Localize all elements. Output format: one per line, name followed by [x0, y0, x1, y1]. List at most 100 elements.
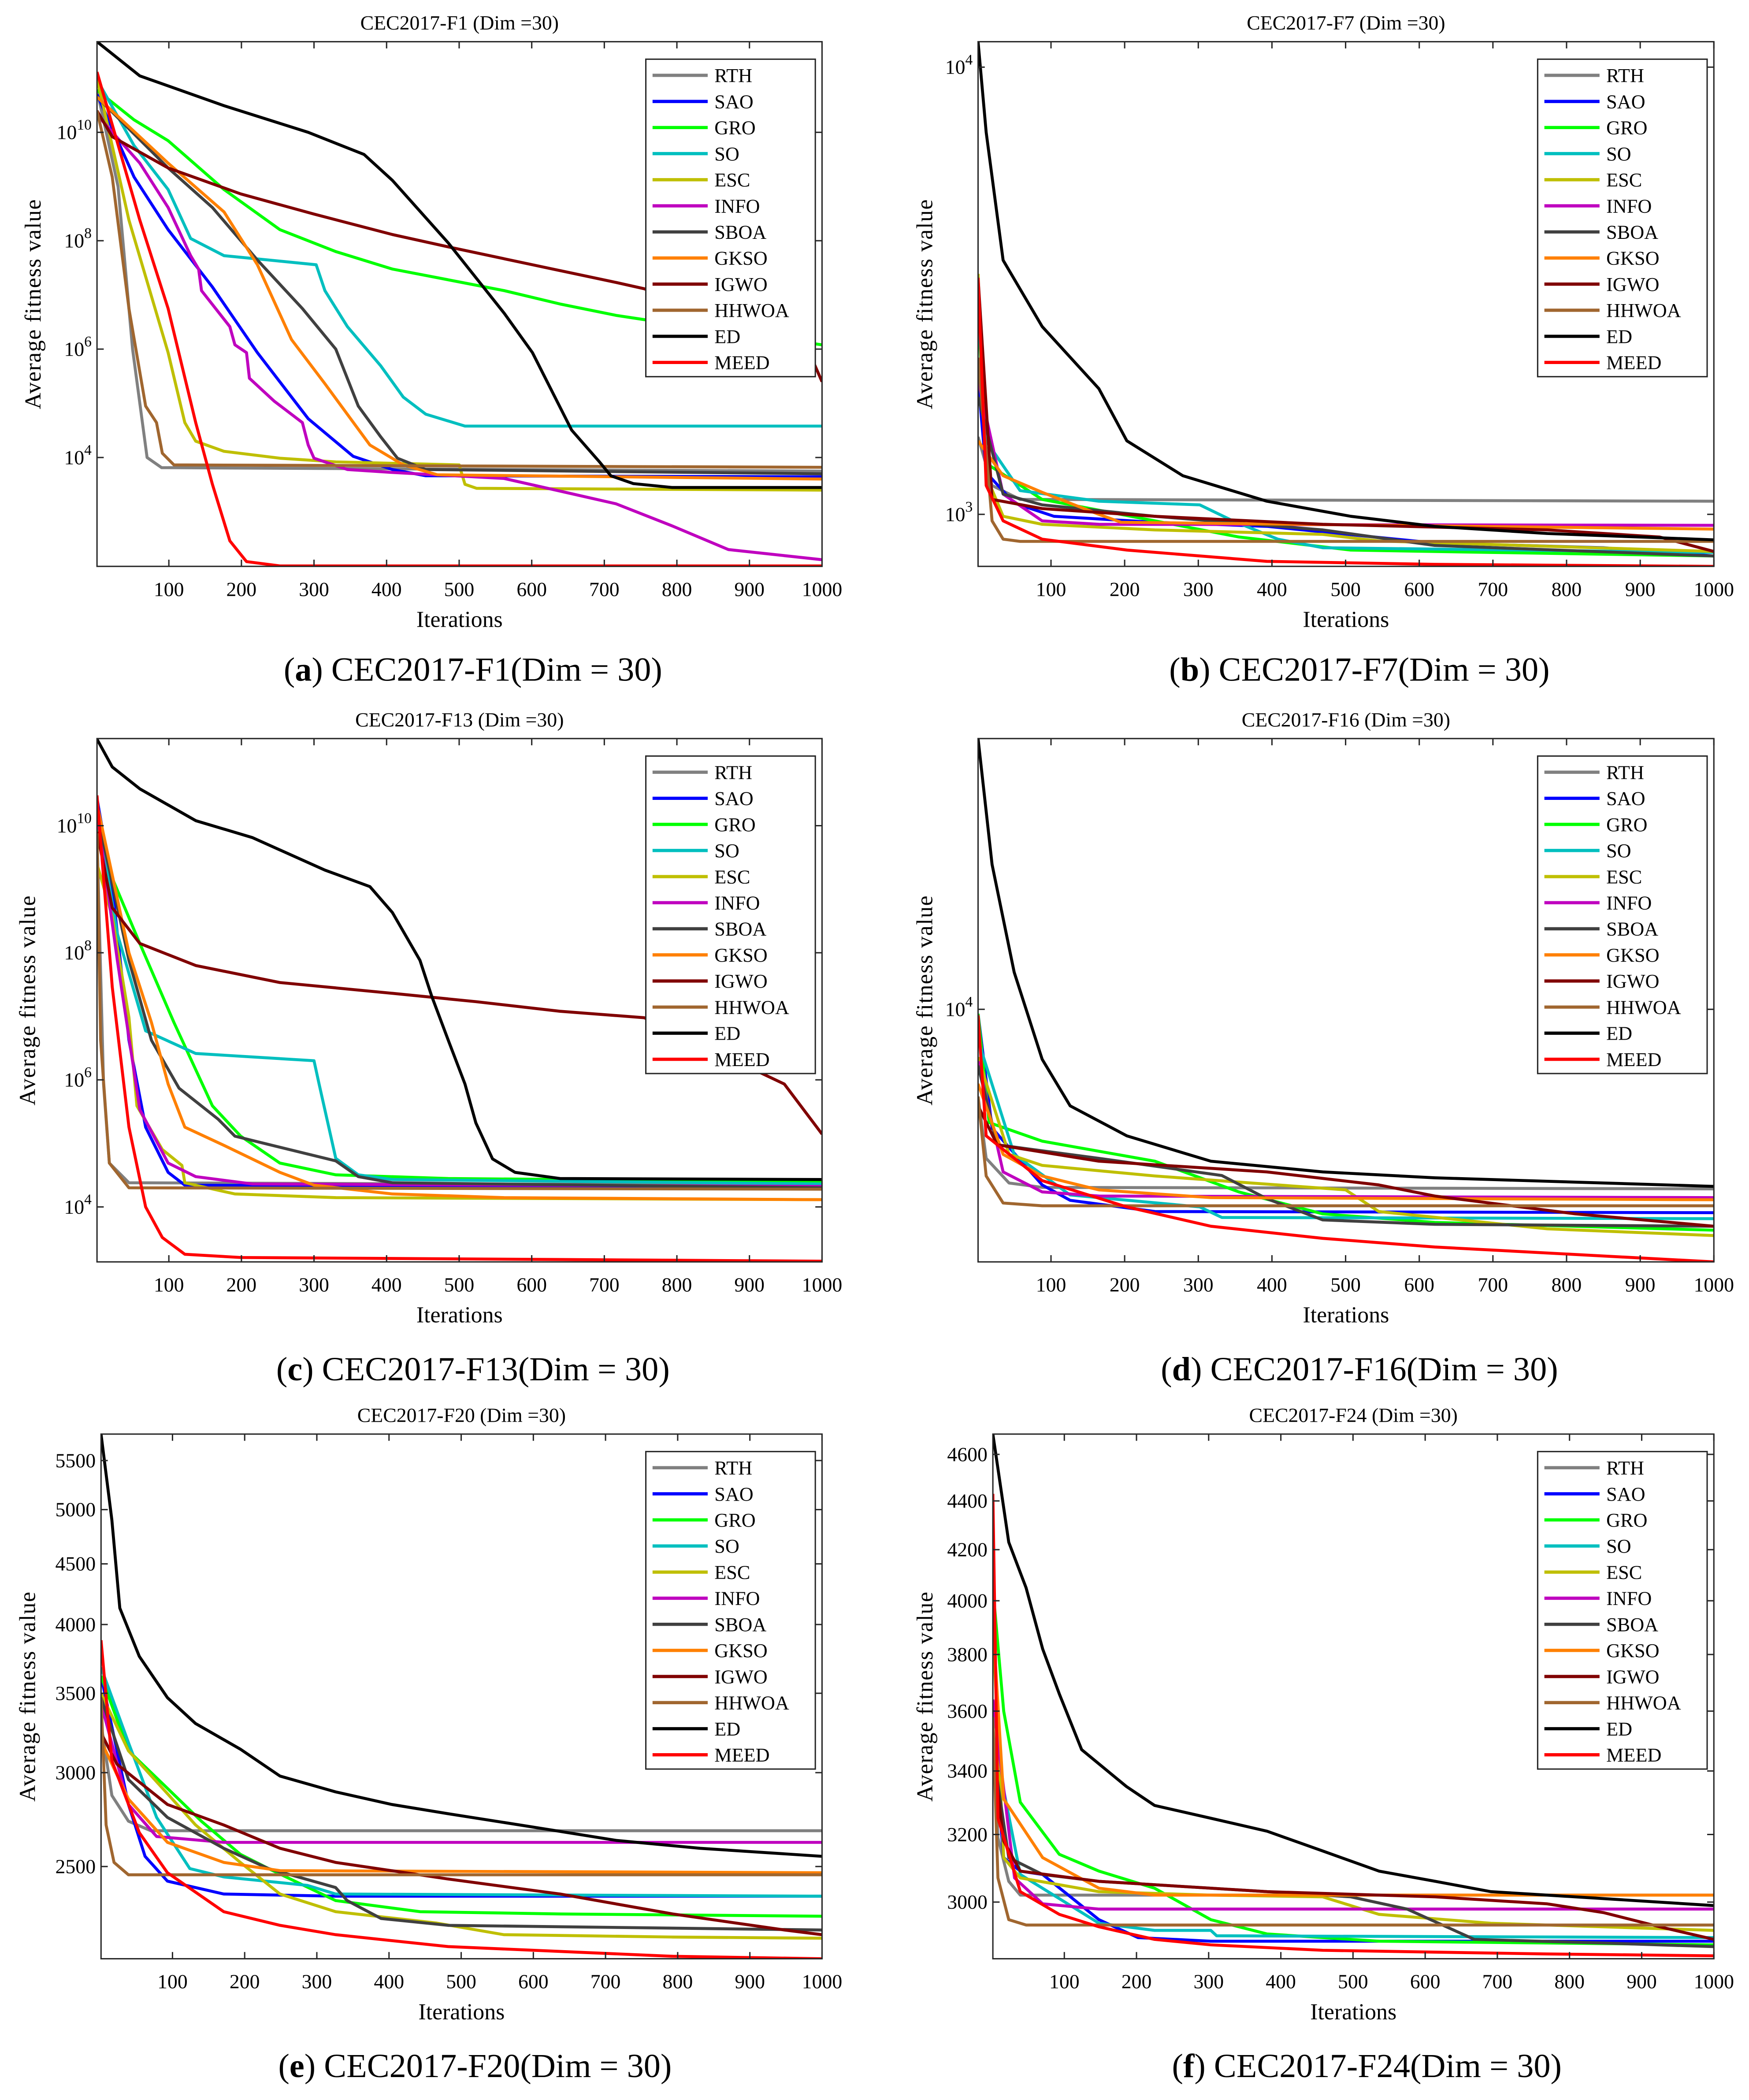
legend-label: ESC [1606, 866, 1642, 888]
y-tick-label: 3600 [947, 1700, 988, 1722]
y-tick-label: 4600 [947, 1443, 988, 1465]
y-axis-label: Average fitness value [913, 199, 938, 409]
x-tick-label: 1000 [1694, 1970, 1734, 1993]
legend-item-gro: GRO [652, 117, 756, 139]
x-tick-label: 900 [1625, 1273, 1656, 1296]
legend-label: HHWOA [1606, 1692, 1681, 1714]
legend-label: GRO [1606, 1509, 1647, 1531]
legend-item-sboa: SBOA [652, 1614, 766, 1635]
legend-label: SBOA [714, 1614, 766, 1635]
y-tick-label: 5500 [56, 1449, 96, 1472]
legend-item-esc: ESC [1544, 169, 1642, 191]
legend-label: SAO [714, 1483, 754, 1505]
legend: RTH SAO GRO SO ESC INFO SBOA GKSO IGWO HHWOA ED MEE… [645, 1451, 816, 1770]
x-tick-label: 100 [1036, 1273, 1066, 1296]
chart-caption: (d) CEC2017-F16(Dim = 30) [1161, 1350, 1558, 1388]
legend-label: GKSO [714, 248, 767, 269]
legend-item-gkso: GKSO [652, 248, 768, 269]
chart-title: CEC2017-F16 (Dim =30) [1242, 708, 1450, 731]
legend-label: SO [1606, 1535, 1631, 1557]
y-tick-label: 104 [945, 52, 973, 78]
x-tick-label: 700 [1478, 1273, 1508, 1296]
legend-item-rth: RTH [652, 762, 752, 783]
legend-label: RTH [1606, 1457, 1644, 1479]
x-tick-label: 700 [1482, 1970, 1513, 1993]
series-line-so [97, 78, 822, 428]
legend-item-sboa: SBOA [652, 222, 766, 243]
series-line-gro [97, 89, 822, 346]
legend-item-info: INFO [1544, 1588, 1652, 1609]
caption-paren: ) [1194, 2047, 1214, 2085]
caption-text: CEC2017-F13(Dim = 30) [322, 1350, 670, 1388]
chart-caption: (f) CEC2017-F24(Dim = 30) [1172, 2047, 1562, 2085]
legend-item-so: SO [1544, 143, 1631, 165]
caption-letter: a [295, 651, 312, 688]
legend-item-hhwoa: HHWOA [652, 300, 789, 321]
legend-label: ESC [714, 1561, 750, 1583]
chart-caption: (a) CEC2017-F1(Dim = 30) [284, 651, 662, 688]
series-line-ed [101, 1434, 822, 1858]
legend-item-hhwoa: HHWOA [652, 996, 789, 1018]
y-tick-exponent: 6 [84, 334, 92, 350]
y-tick-label: 4200 [947, 1539, 988, 1561]
chart-f: CEC2017-F24 (Dim =30) 100 200 300 400 500 600 7… [913, 1404, 1734, 2085]
x-tick-label: 500 [1330, 1273, 1361, 1296]
y-tick-label: 104 [64, 1191, 92, 1218]
series-line-sboa [97, 812, 822, 1189]
legend-item-meed: MEED [652, 352, 770, 374]
x-tick-label: 400 [1257, 1273, 1287, 1296]
series-group [978, 738, 1714, 1262]
legend-label: MEED [714, 1744, 769, 1766]
caption-paren: ( [276, 1350, 287, 1388]
x-axis-label: Iterations [1303, 607, 1389, 632]
y-tick-label: 106 [64, 1064, 92, 1091]
x-tick-label: 300 [1193, 1970, 1224, 1993]
y-tick-exponent: 4 [84, 442, 92, 458]
legend-item-gro: GRO [652, 1509, 756, 1531]
legend-item-meed: MEED [1544, 352, 1661, 374]
legend-item-sao: SAO [1544, 91, 1645, 112]
legend-label: INFO [1606, 892, 1652, 914]
legend-label: MEED [714, 1049, 769, 1070]
x-tick-label: 700 [589, 578, 620, 600]
legend-box [1537, 1451, 1708, 1770]
x-tick-label: 300 [1183, 1273, 1214, 1296]
chart-b: CEC2017-F7 (Dim =30) 100 200 300 400 500 600 70… [913, 11, 1734, 688]
x-tick-label: 500 [444, 1273, 475, 1296]
chart-title: CEC2017-F13 (Dim =30) [355, 708, 564, 731]
legend-item-so: SO [1544, 840, 1631, 862]
legend-item-ed: ED [1544, 326, 1632, 347]
x-tick-label: 400 [1266, 1970, 1296, 1993]
legend-label: ED [714, 1718, 740, 1740]
legend-item-esc: ESC [652, 169, 750, 191]
legend: RTH SAO GRO SO ESC INFO SBOA GKSO IGWO HHWOA ED MEE… [1537, 1451, 1708, 1770]
y-tick-label: 106 [64, 334, 92, 360]
legend-item-sao: SAO [1544, 788, 1645, 810]
y-tick-label: 103 [945, 499, 973, 525]
y-tick-exponent: 8 [84, 225, 92, 242]
series-line-rth [978, 1096, 1714, 1190]
legend-label: HHWOA [714, 1692, 789, 1714]
caption-letter: b [1181, 651, 1199, 688]
x-tick-label: 900 [1625, 578, 1656, 600]
legend-label: SAO [1606, 1483, 1645, 1505]
caption-letter: d [1172, 1350, 1191, 1388]
series-line-hhwoa [978, 357, 1714, 543]
legend-label: INFO [1606, 195, 1652, 217]
legend-label: RTH [714, 762, 752, 783]
caption-text: CEC2017-F24(Dim = 30) [1214, 2047, 1562, 2085]
legend-label: ESC [1606, 1561, 1642, 1583]
x-tick-label: 600 [1410, 1970, 1441, 1993]
series-line-meed [101, 1640, 822, 1959]
series-line-gkso [97, 803, 822, 1201]
x-axis-label: Iterations [418, 2000, 505, 2025]
x-tick-label: 600 [516, 1273, 547, 1296]
y-tick-exponent: 4 [965, 994, 973, 1010]
x-tick-label: 1000 [802, 1970, 843, 1993]
y-tick-exponent: 6 [84, 1064, 92, 1081]
legend-label: GRO [714, 814, 755, 836]
chart-caption: (e) CEC2017-F20(Dim = 30) [278, 2047, 672, 2085]
legend-box [1537, 755, 1708, 1074]
series-line-info [978, 379, 1714, 527]
x-tick-label: 700 [590, 1970, 621, 1993]
